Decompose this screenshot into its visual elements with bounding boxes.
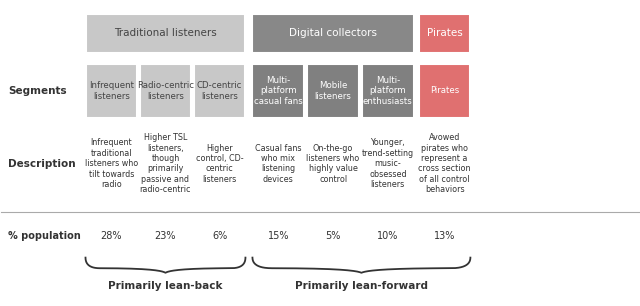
Text: Higher
control, CD-
centric
listeners: Higher control, CD- centric listeners xyxy=(196,144,243,184)
Text: Pirates: Pirates xyxy=(430,86,460,95)
FancyBboxPatch shape xyxy=(419,64,470,118)
Text: Casual fans
who mix
listening
devices: Casual fans who mix listening devices xyxy=(255,144,301,184)
Text: Higher TSL
listeners,
though
primarily
passive and
radio-centric: Higher TSL listeners, though primarily p… xyxy=(140,133,191,194)
Text: % population: % population xyxy=(8,231,81,241)
Text: Younger,
trend-setting
music-
obsessed
listeners: Younger, trend-setting music- obsessed l… xyxy=(362,138,414,189)
FancyBboxPatch shape xyxy=(194,64,246,118)
Text: 23%: 23% xyxy=(155,231,176,241)
FancyBboxPatch shape xyxy=(419,13,470,53)
Text: Digital collectors: Digital collectors xyxy=(289,28,377,38)
FancyBboxPatch shape xyxy=(86,13,246,53)
FancyBboxPatch shape xyxy=(86,64,137,118)
Text: 13%: 13% xyxy=(434,231,455,241)
FancyBboxPatch shape xyxy=(252,13,413,53)
Text: Radio-centric
listeners: Radio-centric listeners xyxy=(137,81,194,101)
Text: Infrequent
listeners: Infrequent listeners xyxy=(89,81,134,101)
Text: CD-centric
listeners: CD-centric listeners xyxy=(197,81,243,101)
Text: Infrequent
traditional
listeners who
tilt towards
radio: Infrequent traditional listeners who til… xyxy=(84,138,138,189)
Text: Avowed
pirates who
represent a
cross section
of all control
behaviors: Avowed pirates who represent a cross sec… xyxy=(419,133,471,194)
FancyBboxPatch shape xyxy=(252,64,304,118)
Text: Segments: Segments xyxy=(8,86,67,96)
Text: 10%: 10% xyxy=(377,231,399,241)
FancyBboxPatch shape xyxy=(307,64,359,118)
Text: Description: Description xyxy=(8,159,76,169)
Text: Multi-
platform
enthusiasts: Multi- platform enthusiasts xyxy=(363,76,413,106)
Text: 5%: 5% xyxy=(325,231,340,241)
Text: 15%: 15% xyxy=(268,231,289,241)
Text: Mobile
listeners: Mobile listeners xyxy=(315,81,351,101)
Text: On-the-go
listeners who
highly value
control: On-the-go listeners who highly value con… xyxy=(307,144,360,184)
Text: 28%: 28% xyxy=(100,231,122,241)
FancyBboxPatch shape xyxy=(140,64,191,118)
Text: Pirates: Pirates xyxy=(427,28,463,38)
Text: 6%: 6% xyxy=(212,231,227,241)
Text: Multi-
platform
casual fans: Multi- platform casual fans xyxy=(254,76,303,106)
Text: Primarily lean-back: Primarily lean-back xyxy=(108,282,223,291)
Text: Traditional listeners: Traditional listeners xyxy=(114,28,217,38)
FancyBboxPatch shape xyxy=(362,64,413,118)
Text: Primarily lean-forward: Primarily lean-forward xyxy=(295,282,428,291)
